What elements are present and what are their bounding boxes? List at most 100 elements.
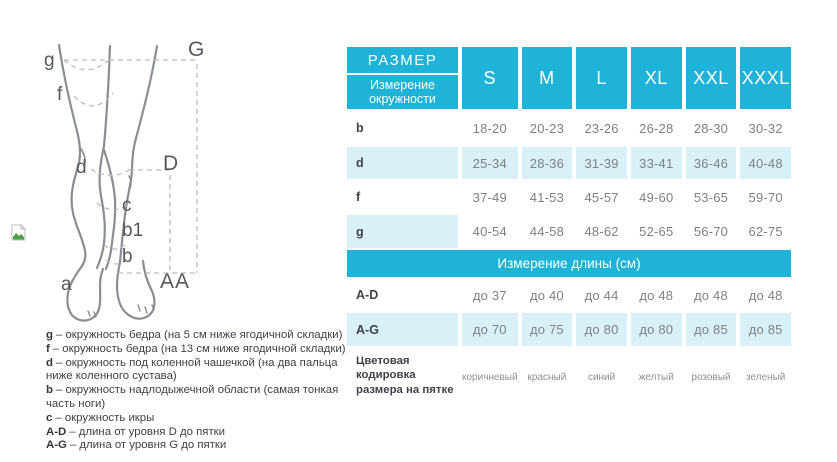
legend-item-ag: A-G – длина от уровня G до пятки: [46, 439, 346, 453]
row-label-b: b: [356, 121, 364, 135]
table-cell: до 40: [529, 287, 564, 303]
heel-color-pink: розовый: [691, 371, 731, 383]
legend-desc: – длина от уровня D до пятки: [69, 425, 226, 438]
table-cell: до 48: [639, 287, 674, 303]
legend-desc: – окружность под коленной чашечкой (на д…: [46, 356, 338, 383]
table-cell: 23-26: [584, 120, 619, 136]
table-cell: 44-58: [529, 224, 565, 239]
legend-term: b: [46, 384, 53, 397]
point-label-f: f: [57, 84, 63, 105]
legend-term: A-G: [46, 439, 67, 452]
table-cell: 40-48: [740, 147, 791, 179]
legend-item-g: g – окружность бедра (на 5 см ниже ягодич…: [46, 329, 346, 343]
table-cell: 62-75: [748, 224, 783, 239]
size-header-title: РАЗМЕР: [367, 51, 438, 69]
table-cell: 20-23: [529, 120, 565, 136]
table-cell: 53-65: [693, 189, 729, 205]
size-table: РАЗМЕР Измерение окружности S M L XL XXL…: [347, 47, 791, 406]
table-cell: 59-70: [748, 189, 783, 205]
table-cell: 28-36: [521, 147, 573, 179]
length-section-header: Измерение длины (см): [347, 250, 791, 277]
row-label-f: f: [356, 190, 361, 204]
table-cell: до 80: [630, 313, 682, 346]
table-cell: 45-57: [584, 189, 619, 205]
table-cell: до 75: [521, 313, 573, 346]
table-cell: 30-32: [748, 120, 783, 136]
size-column-header-xxl: XXL: [685, 47, 737, 109]
heel-color-brown: коричневый: [462, 371, 518, 383]
b1-circumference-arc: [103, 244, 126, 250]
size-column-header-m: M: [521, 47, 573, 109]
leg-measurement-diagram: g f d c b1 b a G D AA: [0, 0, 345, 340]
heel-color-red: красный: [527, 371, 567, 383]
legend-desc: – окружность бедра (на 13 см ниже ягодич…: [52, 342, 346, 355]
table-cell: 40-54: [472, 224, 507, 239]
table-cell: до 48: [694, 287, 728, 303]
table-cell: до 48: [748, 287, 783, 303]
legend-term: g: [46, 329, 53, 341]
table-cell: до 85: [740, 313, 791, 346]
table-cell: 31-39: [576, 147, 627, 179]
table-cell: 48-62: [584, 224, 619, 239]
table-cell: до 85: [685, 313, 737, 346]
table-cell: 49-60: [639, 189, 674, 205]
table-cell: 41-53: [529, 189, 565, 205]
row-label-ag: A-G: [347, 313, 458, 346]
f-circumference-arc: [73, 92, 114, 107]
legend-item-b: b – окружность надлодыжечной области (сам…: [46, 384, 346, 412]
table-cell: 18-20: [472, 120, 507, 136]
table-cell: до 44: [584, 287, 619, 303]
table-cell: 28-30: [693, 120, 729, 136]
table-cell: до 70: [462, 313, 518, 346]
table-cell: 56-70: [693, 224, 729, 239]
legend-item-d: d – окружность под коленной чашечкой (на …: [46, 357, 346, 385]
point-label-c: c: [122, 195, 132, 216]
measurement-legend: g – окружность бедра (на 5 см ниже ягодич…: [46, 329, 346, 453]
heel-color-yellow: желтый: [638, 371, 674, 383]
point-label-g: g: [44, 50, 55, 71]
row-label-ad: A-D: [356, 288, 379, 302]
heel-color-coding-label: Цветовая кодировка размера на пятке: [356, 355, 454, 396]
table-cell: 26-28: [639, 120, 674, 136]
legend-item-f: f – окружность бедра (на 13 см ниже ягоди…: [46, 343, 346, 357]
header-divider: [347, 73, 458, 75]
row-label-g: g: [347, 215, 458, 248]
table-cell: 33-41: [630, 147, 682, 179]
size-column-header-xl: XL: [630, 47, 682, 109]
legend-term: A-D: [46, 425, 67, 438]
heel-color-green: зеленый: [745, 371, 786, 383]
size-column-header-l: L: [576, 47, 627, 109]
table-cell: 37-49: [472, 189, 507, 205]
table-cell: 36-46: [685, 147, 737, 179]
c-circumference-arc: [96, 202, 130, 211]
broken-image-icon: [10, 224, 27, 241]
point-label-b1: b1: [122, 220, 144, 241]
point-label-b: b: [122, 246, 133, 267]
point-label-a: a: [61, 274, 72, 295]
point-label-G: G: [188, 38, 206, 61]
legs-illustration: [57, 43, 198, 322]
g-circumference-arc: [63, 58, 111, 71]
table-header-label-cell: РАЗМЕР Измерение окружности: [347, 47, 458, 109]
legend-desc: – окружность надлодыжечной области (сама…: [46, 384, 339, 410]
circumference-header-title: Измерение окружности: [369, 77, 436, 106]
legend-item-c: c – окружность икры: [46, 412, 346, 426]
table-cell: 52-65: [639, 224, 674, 239]
b-circumference-arc: [105, 259, 128, 265]
size-column-header-xxxl: XXXL: [740, 47, 791, 109]
d-circumference-arc: [90, 168, 130, 176]
table-cell: до 37: [472, 287, 507, 303]
table-cell: 25-34: [462, 147, 518, 179]
row-label-d: d: [347, 147, 458, 179]
heel-color-blue: синий: [587, 371, 616, 383]
legend-desc: – окружность бедра (на 5 см ниже ягодичн…: [55, 329, 343, 341]
point-label-AA: AA: [160, 270, 191, 293]
point-label-D: D: [163, 152, 180, 175]
legend-desc: – окружность икры: [55, 411, 155, 424]
legend-term: f: [46, 342, 50, 355]
legend-term: d: [46, 356, 53, 369]
table-cell: до 80: [576, 313, 627, 346]
legend-term: c: [46, 411, 53, 424]
legend-item-ad: A-D – длина от уровня D до пятки: [46, 426, 346, 440]
